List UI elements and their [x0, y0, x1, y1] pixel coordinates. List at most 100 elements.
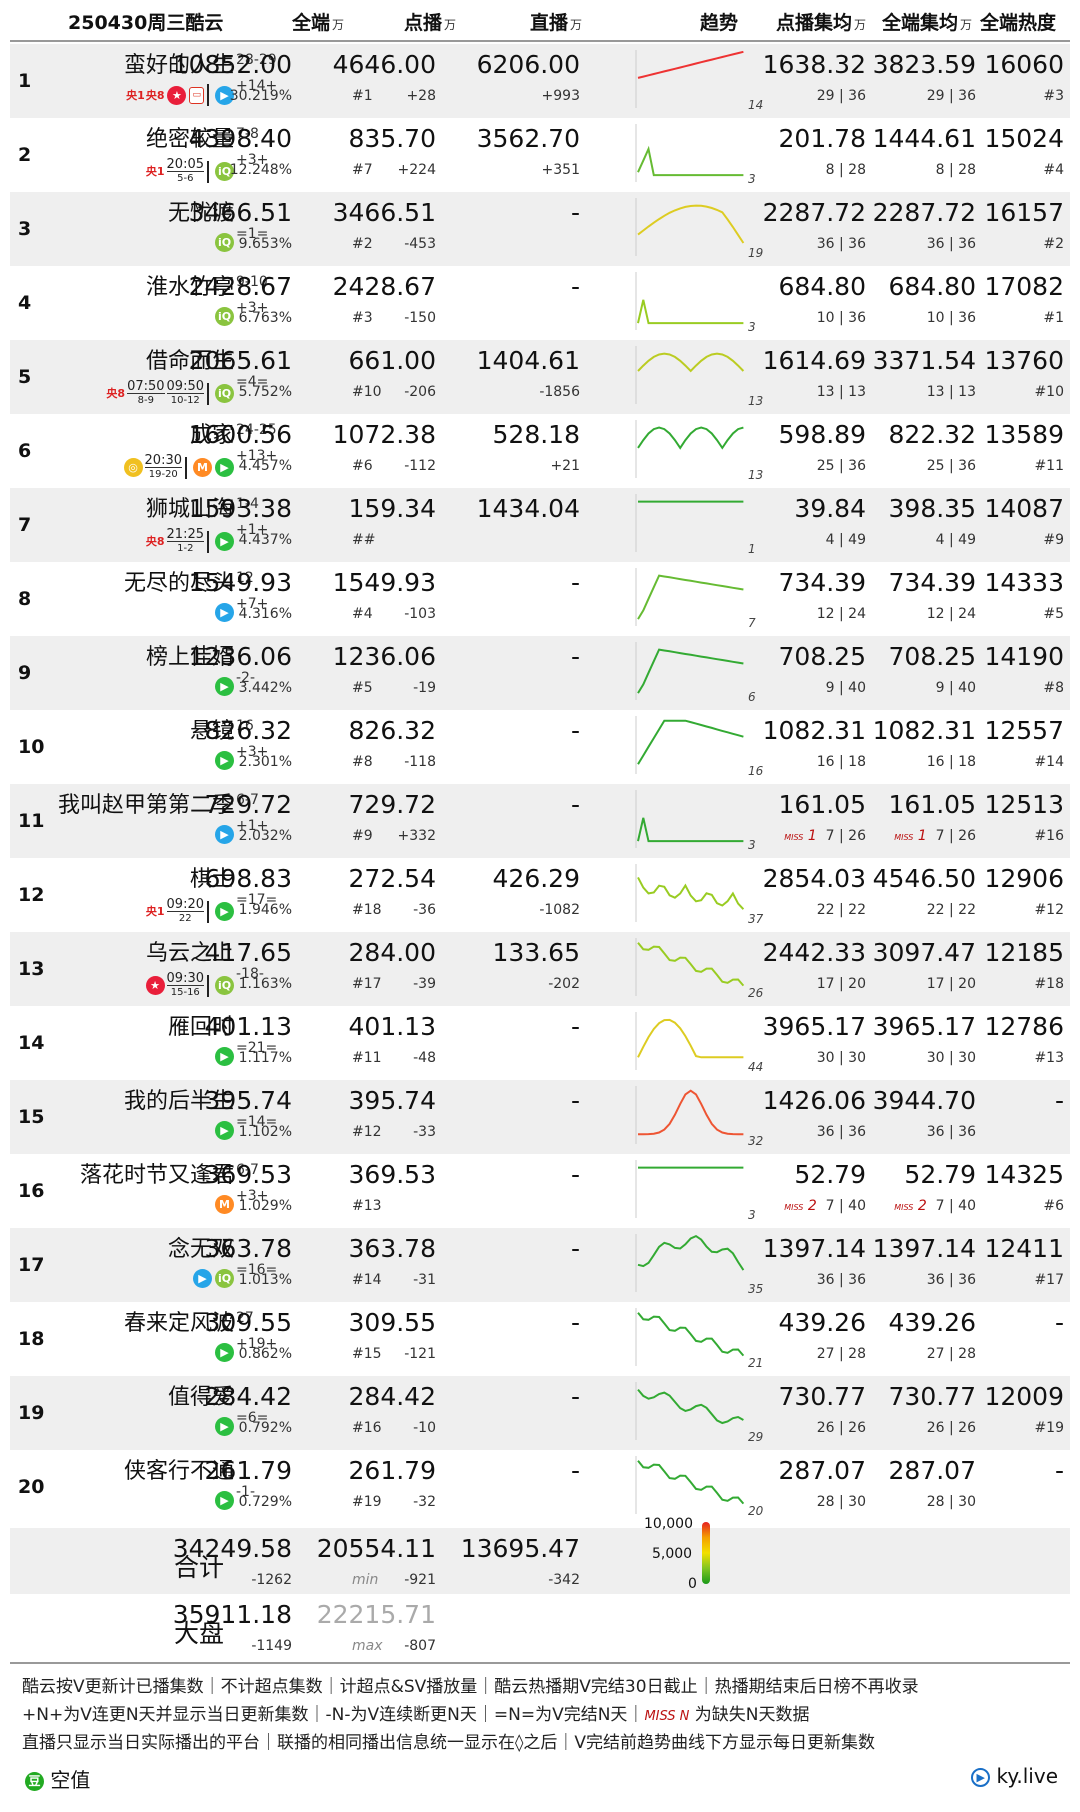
iqiyi-icon: iQ — [215, 384, 234, 403]
youku-icon: ▶ — [215, 1047, 234, 1066]
drama-title[interactable]: 绝密较量 — [145, 127, 234, 152]
trend-sparkline — [635, 1234, 745, 1292]
total-row: 合计 34249.58 -1262 20554.11 min -921 1369… — [10, 1528, 1070, 1602]
drama-title[interactable]: 乌云之上 — [145, 941, 234, 966]
drama-title[interactable]: 无忧渡 — [167, 201, 234, 226]
cctv-channel-icon: 央8 — [145, 535, 165, 548]
vod-avg-episodes: 13 | 13 — [816, 384, 866, 400]
drama-title[interactable]: 借命而生 — [145, 349, 234, 374]
vod-avg-episodes: 17 | 20 — [816, 976, 866, 992]
drama-title[interactable]: 淮水竹亭 — [145, 275, 234, 300]
all-value: 4398.40 — [188, 124, 292, 153]
drama-title[interactable]: 值得爱 — [167, 1385, 234, 1410]
trend-line — [637, 352, 745, 373]
drama-title[interactable]: 雁回时 — [167, 1015, 234, 1040]
all-share: 4.316% — [238, 606, 292, 622]
vod-rank: ## — [352, 532, 376, 548]
cctv1-icon: 央1 — [126, 88, 145, 102]
all-avg: 2287.72 — [872, 198, 976, 227]
vod-avg-episodes: 25 | 36 — [816, 458, 866, 474]
drama-title[interactable]: 棋士 — [189, 867, 234, 892]
all-avg: 1082.31 — [872, 716, 976, 745]
total-vod: 20554.11 — [316, 1534, 436, 1563]
trend-sparkline — [635, 1382, 744, 1440]
trend-day-count: 16 — [748, 764, 764, 778]
vod-value: 395.74 — [348, 1086, 436, 1115]
all-value: 729.72 — [204, 790, 292, 819]
table-row: 18 春来定风波 27 ▶ +19+ 309.55 0.862% 309.55 #15 -121-… — [10, 1302, 1070, 1376]
all-avg: 3944.70 — [872, 1086, 976, 1115]
all-avg: 3097.47 — [872, 938, 976, 967]
drama-title[interactable]: 成家 — [189, 423, 234, 448]
heat-value: 12513 — [984, 790, 1064, 819]
heat-value: 12185 — [984, 938, 1064, 967]
vod-delta: -103 — [404, 606, 436, 622]
drama-title[interactable]: 侠客行不通 — [123, 1459, 234, 1484]
cctv8-icon: 央8 — [145, 88, 165, 102]
update-status: +1+ — [236, 818, 269, 834]
col-all: 全端万 — [292, 12, 345, 34]
heat-value: 16060 — [984, 50, 1064, 79]
drama-title[interactable]: 狮城山海 — [145, 497, 234, 522]
market-vod: 22215.71 — [316, 1600, 436, 1629]
trend-line — [638, 1089, 744, 1136]
vod-delta: +28 — [406, 88, 436, 104]
vod-value: 272.54 — [348, 864, 436, 893]
separator — [207, 84, 209, 106]
table-row: 12 棋士 央1 09:20 22 ▶ =17= 698.83 1.946% 272.54 #18 -… — [10, 858, 1070, 932]
all-share: 1.117% — [238, 1050, 292, 1066]
rank-number: 11 — [18, 810, 45, 832]
migu-icon: M — [215, 1195, 234, 1214]
update-status: +3+ — [236, 1188, 269, 1204]
platform-icons: ▶ — [212, 676, 234, 698]
vod-value: 1549.93 — [332, 568, 436, 597]
tencent-video-icon: ▶ — [215, 85, 234, 105]
heat-rank: #5 — [1043, 606, 1064, 622]
all-value: 1236.06 — [188, 642, 292, 671]
vod-delta: -10 — [413, 1420, 436, 1436]
heat-value: - — [1054, 1086, 1064, 1115]
trend-day-count: 3 — [748, 1208, 756, 1222]
trend-sparkline — [635, 1086, 744, 1144]
market-row: 大盘 35911.18 -1149 22215.71 max -807 — [10, 1594, 1070, 1668]
miss-badge: MISS 1 — [784, 828, 817, 844]
vod-value: 729.72 — [348, 790, 436, 819]
vod-value: 1072.38 — [332, 420, 436, 449]
trend-line — [637, 299, 744, 325]
table-row: 5 借命而生 央8 07:50 8-9 09:50 10-12 iQ =4= 2065.61 5.7… — [10, 340, 1070, 414]
drama-title[interactable]: 榜上佳婿 — [145, 645, 234, 670]
all-avg-episodes: 30 | 30 — [926, 1050, 976, 1066]
miss-legend: MISS N — [644, 1709, 690, 1724]
trend-day-count: 3 — [748, 838, 756, 852]
trend-line — [637, 1312, 745, 1357]
all-value: 698.83 — [204, 864, 292, 893]
vod-avg: 439.26 — [778, 1308, 866, 1337]
vod-delta: -39 — [413, 976, 436, 992]
date-title: 250430周三酷云 — [68, 12, 224, 34]
legend-tick-zero: 0 — [688, 1576, 697, 1592]
rank-number: 16 — [18, 1180, 45, 1202]
drama-title[interactable]: 我的后半生 — [123, 1089, 234, 1114]
platform-icons: ▶ — [212, 602, 234, 624]
platform-icons: M — [212, 1194, 234, 1216]
vod-delta: +332 — [397, 828, 436, 844]
drama-title[interactable]: 无尽的尽头 — [123, 571, 234, 596]
air-time-2: 09:50 10-12 — [166, 379, 204, 406]
all-avg: 684.80 — [888, 272, 976, 301]
drama-title[interactable]: 我叫赵甲第第二季 — [57, 793, 234, 818]
drama-title[interactable]: 落花时节又逢君 — [79, 1163, 234, 1188]
youku-icon: ▶ — [215, 1417, 234, 1436]
drama-title[interactable]: 春来定风波 — [123, 1311, 234, 1336]
vod-avg: 1397.14 — [762, 1234, 866, 1263]
cctv-app-icon: ▭ — [189, 86, 204, 104]
all-value: 1600.56 — [188, 420, 292, 449]
vod-rank: #15 — [352, 1346, 382, 1362]
vod-value: 159.34 — [348, 494, 436, 523]
drama-title[interactable]: 念无双 — [167, 1237, 234, 1262]
air-time: 20:05 5-6 — [166, 157, 204, 184]
drama-title[interactable]: 蛮好的人生 — [123, 53, 234, 78]
market-all: 35911.18 — [172, 1600, 292, 1629]
heat-rank: #17 — [1034, 1272, 1064, 1288]
drama-title[interactable]: 悬镜 — [189, 719, 234, 744]
all-avg: 439.26 — [888, 1308, 976, 1337]
